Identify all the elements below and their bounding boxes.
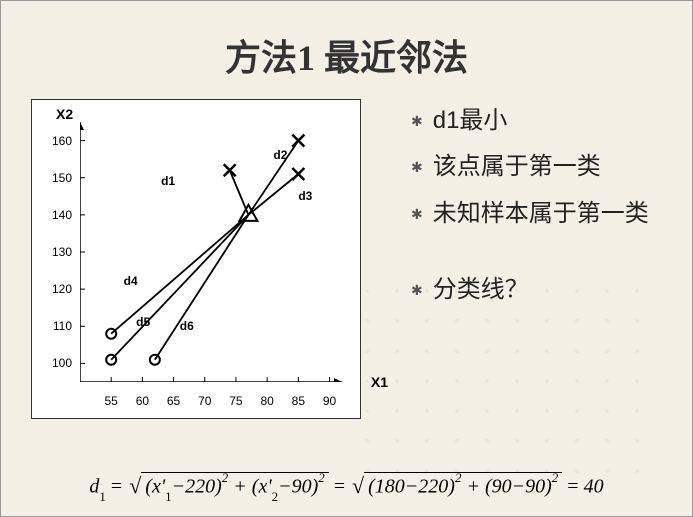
bullet-text: 该点属于第一类 (433, 151, 601, 183)
y-tick: 120 (50, 282, 72, 296)
bullet-text: d1最小 (433, 105, 508, 137)
x-axis-label: X1 (371, 374, 388, 390)
distance-label: d1 (161, 174, 175, 188)
x-tick: 90 (323, 394, 336, 408)
y-tick: 130 (50, 245, 72, 259)
x-tick: 75 (229, 394, 242, 408)
bullet: ✱ 该点属于第一类 (411, 151, 672, 183)
x-tick: 60 (136, 394, 149, 408)
x-tick: 55 (105, 394, 118, 408)
distance-label: d3 (298, 189, 312, 203)
bullet: ✱ d1最小 (411, 105, 672, 137)
bullet-text: 未知样本属于第一类 (433, 198, 649, 230)
chart-svg (80, 122, 342, 382)
plot-area: d1 d2 d3 d4 d5 d6 (80, 122, 342, 382)
formula: d1 = (x'1−220)2 + (x'2−90)2 = (180−220)2… (1, 472, 692, 502)
bullet-icon: ✱ (411, 206, 423, 223)
y-tick: 110 (50, 319, 72, 333)
y-tick: 100 (50, 356, 72, 370)
y-tick: 140 (50, 208, 72, 222)
distance-label: d4 (124, 274, 138, 288)
x-tick: 70 (198, 394, 211, 408)
x-tick: 65 (167, 394, 180, 408)
bullet-text: 分类线？ (433, 274, 529, 306)
slide-title: 方法1 最近邻法 (1, 1, 692, 99)
content-row: X2 d1 d2 d3 d4 d5 d6 X1 100 110 120 130 140 150 160… (1, 99, 692, 419)
distance-label: d2 (273, 148, 287, 162)
y-tick: 160 (50, 134, 72, 148)
bullet: ✱ 未知样本属于第一类 (411, 198, 672, 230)
bullet-icon: ✱ (411, 282, 423, 299)
bullet-icon: ✱ (411, 159, 423, 176)
x-tick: 85 (292, 394, 305, 408)
bullet: ✱ 分类线？ (411, 274, 672, 306)
y-axis-label: X2 (56, 106, 73, 122)
x-tick: 80 (260, 394, 273, 408)
chart-container: X2 d1d2d3d4d5d6 X1 100110120130140150160… (31, 99, 361, 419)
y-tick: 150 (50, 171, 72, 185)
bullet-icon: ✱ (411, 113, 423, 130)
distance-label: d6 (180, 319, 194, 333)
bullet-list: ✱ d1最小 ✱ 该点属于第一类 ✱ 未知样本属于第一类 ✱ 分类线？ (361, 99, 672, 419)
distance-label: d5 (136, 315, 150, 329)
